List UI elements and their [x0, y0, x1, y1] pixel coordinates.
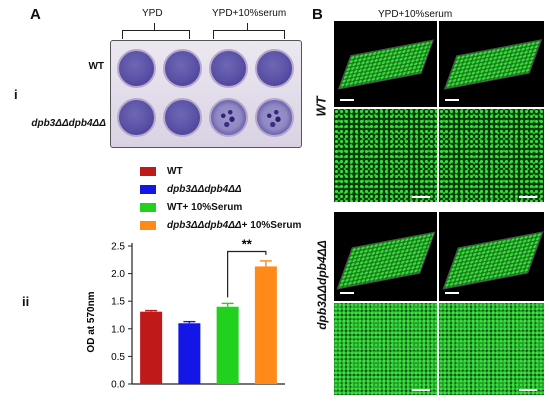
bracket-ypd-serum [213, 30, 285, 39]
group-label-ypd: YPD [142, 8, 163, 19]
panel-b-row-label-mutant: dpb3ΔΔdpb4ΔΔ [315, 225, 329, 345]
legend-label-wt-serum: WT+ 10%Serum [167, 202, 242, 213]
scale-bar [412, 389, 430, 391]
legend-item-wt: WT [140, 166, 183, 177]
panel-b-title: YPD+10%serum [378, 9, 452, 20]
scale-bar [340, 99, 354, 101]
y-tick-label: 0.5 [111, 352, 125, 363]
biofilm-3d-surface [444, 39, 542, 89]
od570-bar-chart: OD at 570nm 0.0 0.5 1.0 1.5 2.0 2.5 ** [80, 228, 295, 396]
bracket-ypd-serum-tick [247, 23, 248, 30]
biofilm-3d-surface [442, 231, 543, 289]
well-mut-serum-1 [209, 98, 248, 137]
bar [255, 266, 277, 384]
y-tick-label: 0.0 [111, 380, 125, 391]
legend-label-wt: WT [167, 166, 183, 177]
confocal-2d-mutant-1 [334, 303, 437, 395]
well-mut-serum-2 [255, 98, 294, 137]
legend-swatch-wt-serum [140, 203, 156, 212]
well-wt-serum-2 [255, 49, 294, 88]
confocal-3d-wt-2 [439, 21, 544, 107]
subpanel-i-label: i [14, 87, 18, 102]
biofilm-3d-surface [337, 231, 436, 289]
legend-item-wt-serum: WT+ 10%Serum [140, 202, 242, 213]
bracket-ypd-tick [154, 23, 155, 30]
scale-bar [412, 196, 430, 198]
plate-row-label-wt: WT [60, 61, 104, 72]
bar [140, 312, 162, 384]
scale-bar [445, 292, 459, 294]
y-axis-label: OD at 570nm [86, 291, 97, 352]
legend-swatch-wt [140, 167, 156, 176]
group-label-ypd-serum: YPD+10%serum [212, 8, 286, 19]
y-tick-label: 2.5 [111, 242, 125, 253]
panel-b-label: B [312, 6, 323, 23]
well-mut-ypd-2 [163, 98, 202, 137]
y-tick-label: 1.5 [111, 297, 125, 308]
scale-bar [519, 389, 537, 391]
bar-series [140, 261, 277, 384]
well-mut-ypd-1 [117, 98, 156, 137]
biofilm-3d-surface [338, 39, 434, 89]
scale-bar [445, 99, 459, 101]
y-tick-label: 1.0 [111, 324, 125, 335]
confocal-3d-mutant-2 [439, 212, 544, 301]
bar [178, 323, 200, 384]
panel-b-row-label-wt: WT [314, 77, 329, 137]
plate-row-label-mutant: dpb3ΔΔdpb4ΔΔ [16, 118, 106, 129]
bar [217, 307, 239, 384]
confocal-2d-wt-2 [439, 109, 544, 202]
bracket-ypd [122, 30, 190, 39]
well-wt-ypd-1 [117, 49, 156, 88]
confocal-3d-wt-1 [334, 21, 437, 107]
scale-bar [519, 196, 537, 198]
subpanel-ii-label: ii [22, 294, 29, 309]
well-wt-ypd-2 [163, 49, 202, 88]
significance-stars: ** [242, 237, 253, 252]
confocal-2d-mutant-2 [439, 303, 544, 395]
scale-bar [340, 292, 354, 294]
confocal-2d-wt-1 [334, 109, 437, 202]
legend-label-mutant: dpb3ΔΔdpb4ΔΔ [167, 184, 242, 195]
y-tick-label: 2.0 [111, 269, 125, 280]
panel-a-label: A [30, 6, 41, 23]
legend-item-mutant: dpb3ΔΔdpb4ΔΔ [140, 184, 242, 195]
legend-swatch-mutant [140, 185, 156, 194]
y-axis-ticks: 0.0 0.5 1.0 1.5 2.0 2.5 [111, 242, 132, 391]
crystal-violet-plate [110, 40, 302, 148]
well-wt-serum-1 [209, 49, 248, 88]
confocal-3d-mutant-1 [334, 212, 437, 301]
